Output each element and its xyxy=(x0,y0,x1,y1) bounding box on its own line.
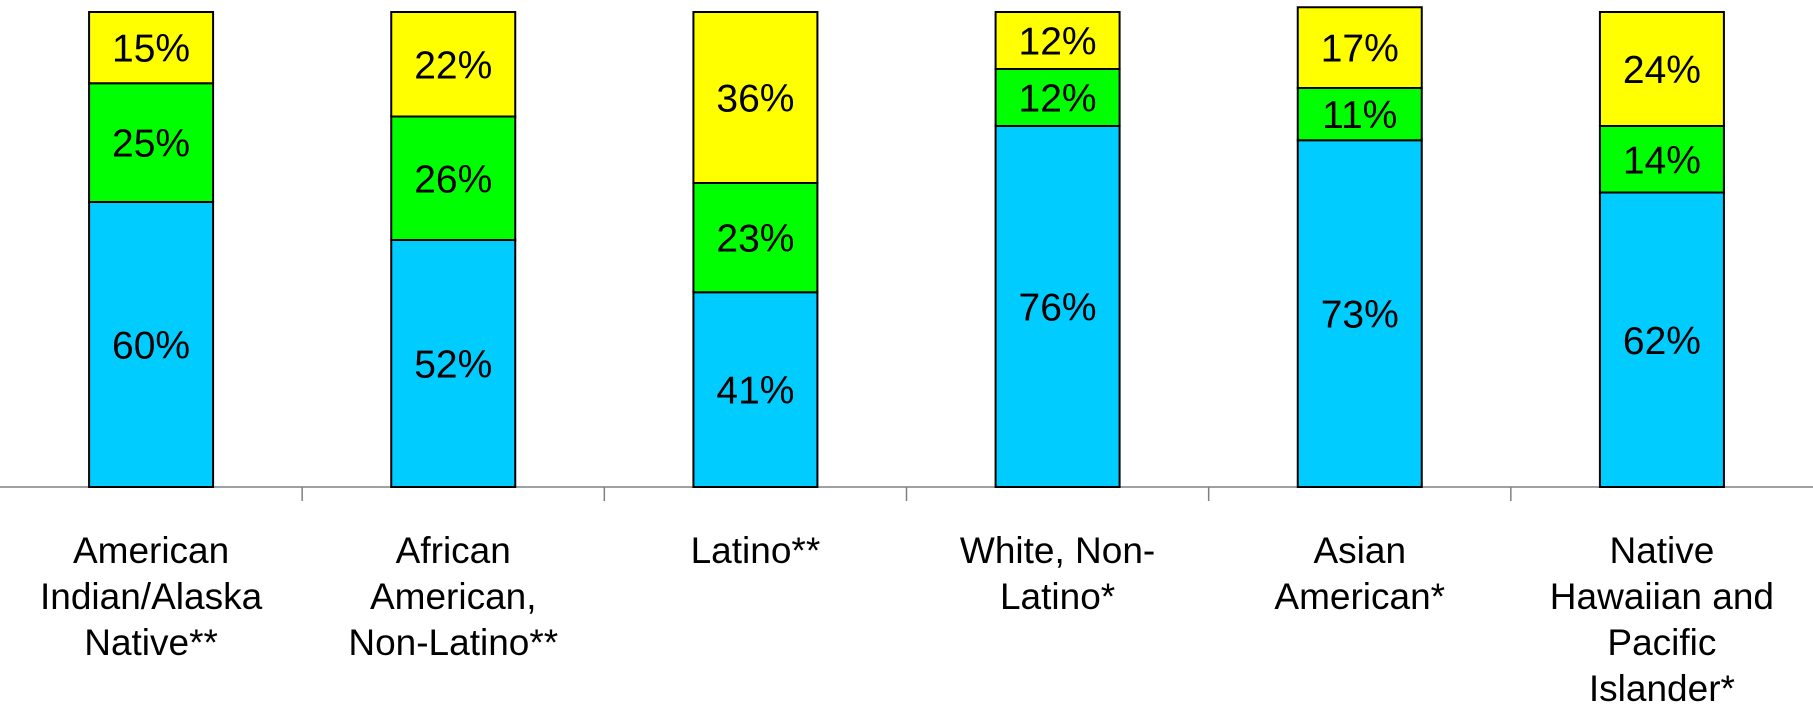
bar-value-label: 41% xyxy=(716,370,794,413)
bar-segment xyxy=(1598,191,1725,488)
bar-value-label: 25% xyxy=(112,123,190,166)
category-label-line: Latino* xyxy=(1000,576,1115,617)
bar-value-label: 60% xyxy=(112,325,190,368)
category-label-line: Hawaiian and xyxy=(1550,576,1774,617)
bar-segment xyxy=(1296,139,1423,488)
bar-value-label: 52% xyxy=(414,344,492,387)
bar-segment xyxy=(1296,87,1423,142)
category-label: Latino** xyxy=(691,530,821,571)
bar-segment xyxy=(88,201,215,488)
category-label-line: American* xyxy=(1274,576,1445,617)
bar-segment xyxy=(692,11,819,184)
bar-segment xyxy=(692,182,819,294)
category-label-line: Native xyxy=(1609,530,1714,571)
bar-segment xyxy=(1296,6,1423,89)
bar-value-label: 14% xyxy=(1623,139,1701,182)
category-label: Native Hawaiian and Pacific Islander* xyxy=(1550,530,1774,709)
bar-segment xyxy=(88,82,215,203)
bar-value-label: 76% xyxy=(1019,287,1097,330)
bar-value-label: 24% xyxy=(1623,49,1701,92)
bar-segment xyxy=(390,11,517,118)
bar-value-label: 73% xyxy=(1321,294,1399,337)
bar-segment xyxy=(692,291,819,488)
bar-value-label: 12% xyxy=(1019,21,1097,64)
bar-value-label: 36% xyxy=(716,78,794,121)
category-label-line: Non-Latino** xyxy=(348,622,558,663)
bar-value-label: 26% xyxy=(414,158,492,201)
bar-segment xyxy=(88,11,215,85)
category-label: African American, Non-Latino** xyxy=(348,530,558,663)
x-axis xyxy=(0,486,1813,501)
bar-segment xyxy=(994,125,1121,488)
bar-segment xyxy=(994,68,1121,127)
category-label-line: Native** xyxy=(84,622,218,663)
bar-value-label: 23% xyxy=(716,218,794,261)
category-labels: American Indian/Alaska Native** African Amer… xyxy=(40,530,1774,709)
bar-value-label: 15% xyxy=(112,28,190,71)
category-label: American Indian/Alaska Native** xyxy=(40,530,263,663)
bar-stacks: 60% 25% 15% 52% 26% 22% 41% 23% 36% 76% 12% 12% 73% 1… xyxy=(88,6,1725,488)
category-label-line: Indian/Alaska xyxy=(40,576,263,617)
bar-value-label: 22% xyxy=(414,44,492,87)
bar-value-label: 11% xyxy=(1322,94,1397,137)
bar-value-label: 17% xyxy=(1321,28,1399,71)
category-label: Asian American* xyxy=(1274,530,1445,617)
category-label-line: Islander* xyxy=(1589,668,1735,709)
bar-segment xyxy=(994,11,1121,70)
bar-value-label: 62% xyxy=(1623,320,1701,363)
category-label-line: African xyxy=(396,530,511,571)
category-label-line: Latino** xyxy=(691,530,821,571)
category-label-line: American, xyxy=(370,576,537,617)
category-label-line: White, Non- xyxy=(960,530,1155,571)
category-label: White, Non- Latino* xyxy=(960,530,1155,617)
bar-segment xyxy=(1598,11,1725,127)
bar-value-label: 12% xyxy=(1019,78,1097,121)
bar-segment xyxy=(390,115,517,241)
category-label-line: Pacific xyxy=(1607,622,1716,663)
category-label-line: American xyxy=(73,530,229,571)
category-label-line: Asian xyxy=(1313,530,1406,571)
